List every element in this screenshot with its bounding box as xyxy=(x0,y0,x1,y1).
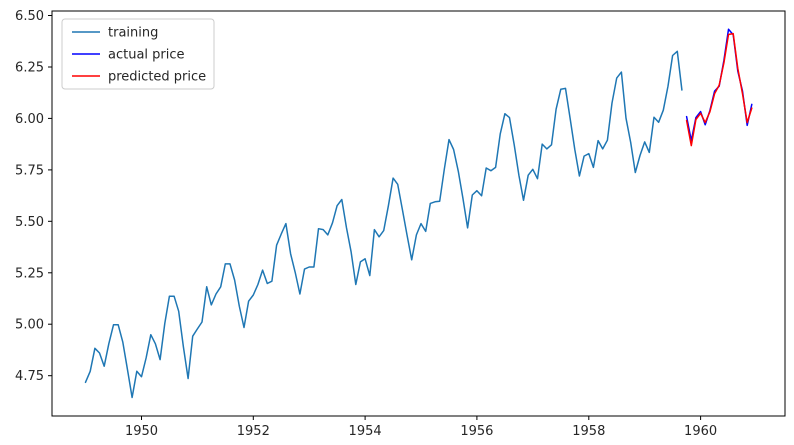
legend-label: predicted price xyxy=(108,70,206,85)
y-axis-tick-label: 4.75 xyxy=(15,369,44,384)
x-axis-tick-label: 1950 xyxy=(125,424,158,439)
x-axis-tick-label: 1960 xyxy=(684,424,717,439)
y-axis-tick-label: 5.50 xyxy=(15,215,44,230)
legend: training actual price predicted price xyxy=(61,18,215,90)
x-axis-tick-label: 1954 xyxy=(349,424,382,439)
y-axis-tick-label: 6.00 xyxy=(15,112,44,127)
x-axis-tick-label: 1952 xyxy=(237,424,270,439)
x-axis-tick-label: 1958 xyxy=(572,424,605,439)
legend-label: actual price xyxy=(108,48,185,63)
legend-box xyxy=(61,18,215,90)
series-line-training xyxy=(84,50,683,399)
legend-label: training xyxy=(108,26,158,41)
y-axis-tick-label: 5.75 xyxy=(15,163,44,178)
series-line-predicted-price xyxy=(685,32,753,147)
y-axis-tick-label: 6.25 xyxy=(15,61,44,76)
x-axis-tick-label: 1956 xyxy=(460,424,493,439)
y-axis-tick-label: 6.50 xyxy=(15,9,44,24)
y-axis-tick-label: 5.25 xyxy=(15,266,44,281)
y-axis-tick-label: 5.00 xyxy=(15,318,44,333)
